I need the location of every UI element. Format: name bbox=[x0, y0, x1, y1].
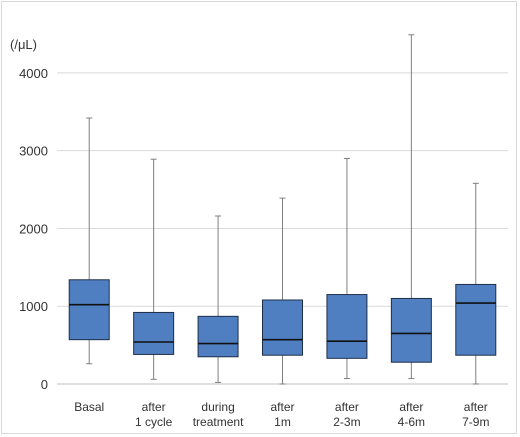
x-category-label: Basal bbox=[74, 400, 104, 414]
x-category-label: after 1 cycle bbox=[135, 400, 173, 429]
x-category-label: after 2-3m bbox=[333, 400, 360, 429]
x-category-label: during treatment bbox=[193, 400, 244, 429]
y-tick-label: 1000 bbox=[19, 299, 48, 314]
box-iqr bbox=[390, 297, 432, 363]
box-layer bbox=[68, 34, 497, 385]
box-iqr bbox=[133, 311, 175, 355]
y-tick-label: 3000 bbox=[19, 144, 48, 159]
y-tick-label: 2000 bbox=[19, 221, 48, 236]
box-iqr bbox=[262, 299, 303, 356]
box-iqr bbox=[197, 315, 239, 358]
box-iqr bbox=[68, 279, 110, 341]
y-tick-label: 4000 bbox=[19, 66, 48, 81]
label-layer: 0 1000 2000 3000 4000 Basal after 1 cycle during… bbox=[19, 66, 489, 429]
x-category-label: after 4-6m bbox=[398, 400, 425, 429]
y-unit-label: (/μL) bbox=[10, 37, 37, 52]
box-iqr bbox=[326, 294, 368, 359]
x-category-label: after 1m bbox=[270, 400, 294, 429]
box-iqr bbox=[455, 283, 497, 356]
y-tick-label: 0 bbox=[41, 377, 48, 392]
x-category-label: after 7-9m bbox=[462, 400, 489, 429]
